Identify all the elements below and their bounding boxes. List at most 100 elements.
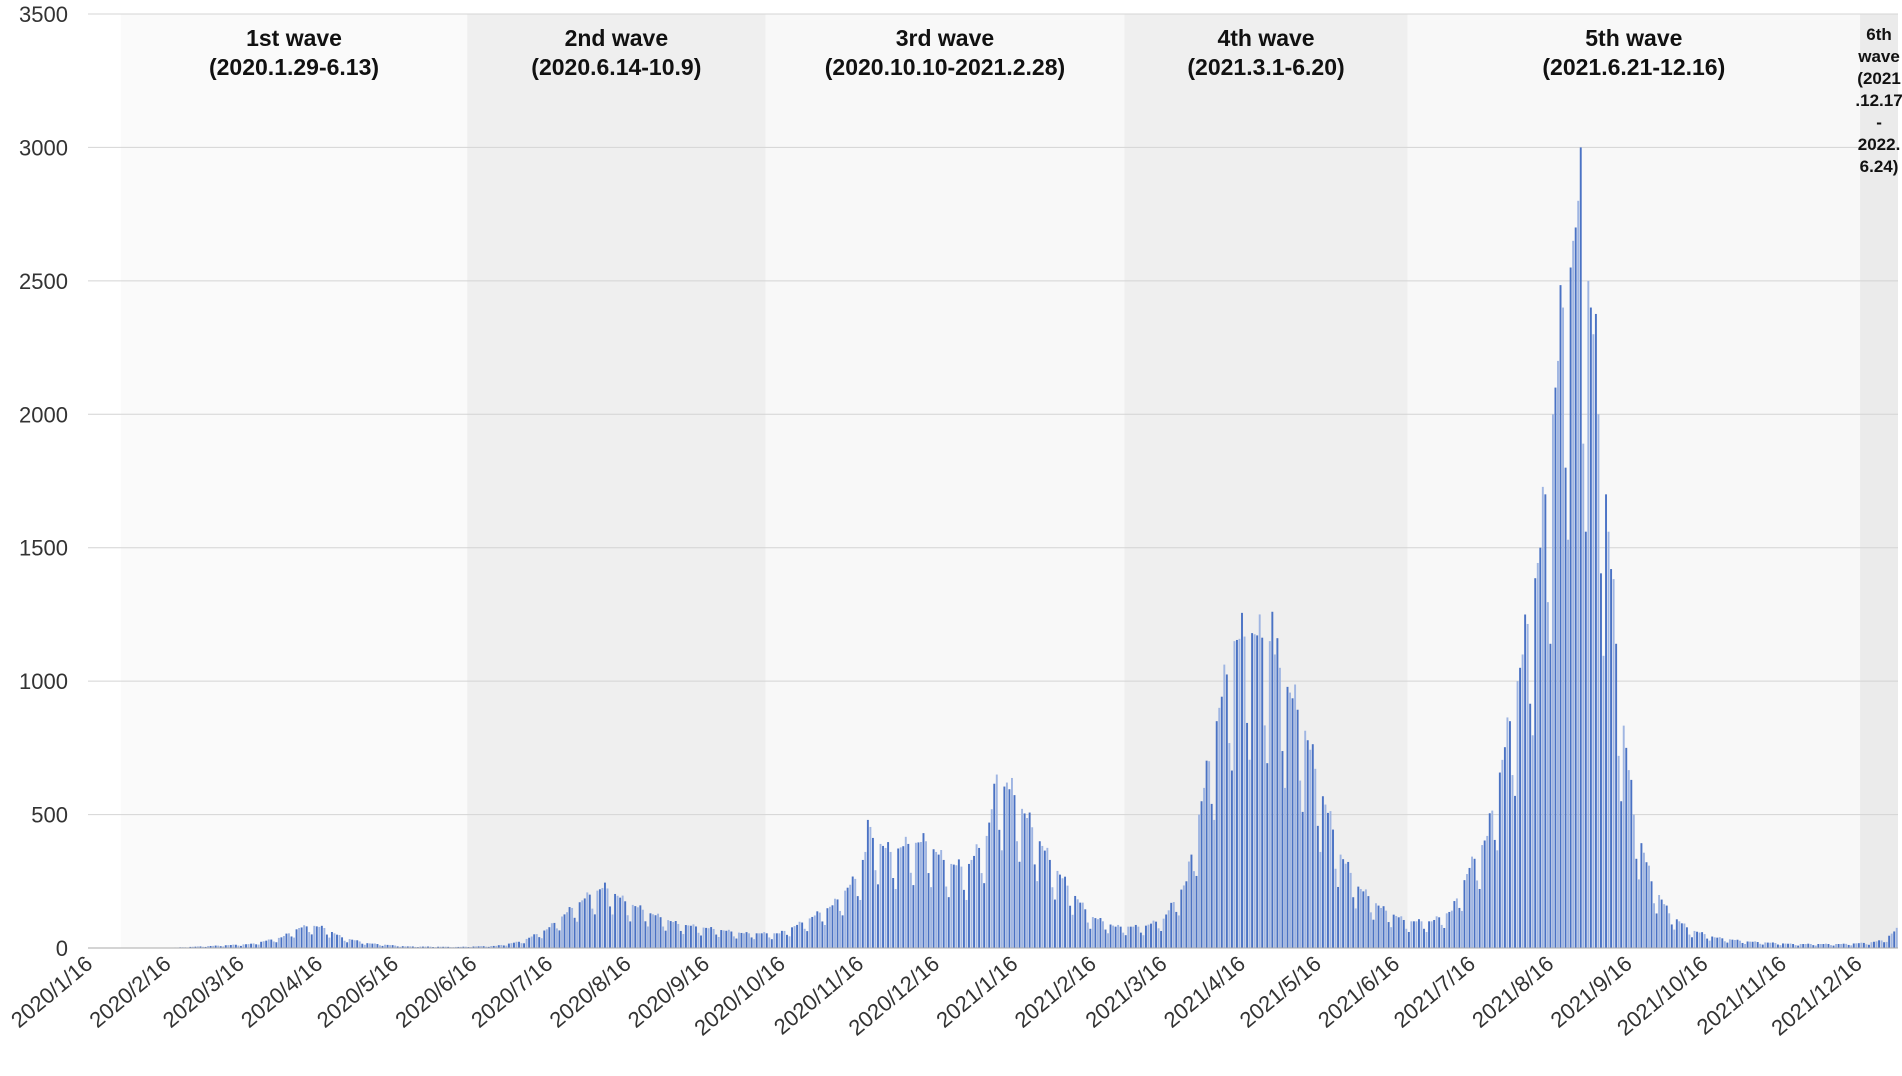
bar (1354, 908, 1357, 948)
bar (1000, 850, 1003, 948)
bar (1364, 889, 1367, 948)
bar (212, 945, 215, 948)
bar (1592, 334, 1595, 949)
bar (424, 946, 427, 948)
bar (1551, 414, 1554, 948)
bar (1455, 898, 1458, 948)
bar (1511, 775, 1514, 948)
bar (1819, 944, 1822, 948)
bar (1238, 638, 1241, 948)
bar (973, 855, 975, 948)
bar (346, 942, 349, 948)
bar (315, 926, 318, 948)
bar (318, 926, 321, 948)
bar (679, 930, 682, 948)
bar (1847, 944, 1850, 948)
bar (1615, 643, 1618, 948)
bar (1685, 927, 1688, 948)
bar (1397, 917, 1400, 948)
bar (1193, 871, 1195, 948)
bar (945, 886, 948, 948)
bar (930, 887, 933, 948)
bar (1385, 910, 1388, 948)
bar (664, 930, 667, 948)
bar (1539, 547, 1542, 948)
bar (1412, 921, 1415, 948)
bar (1648, 865, 1650, 948)
bar (1809, 944, 1812, 948)
bar (507, 943, 510, 948)
bar (1215, 721, 1218, 948)
bar (583, 898, 586, 948)
bar (1635, 858, 1638, 948)
bar (515, 941, 518, 948)
bar (1483, 840, 1486, 948)
bar (965, 899, 968, 948)
bar (821, 921, 824, 948)
bar (674, 921, 677, 948)
bar (586, 892, 589, 948)
bar (293, 937, 295, 948)
bar (548, 927, 551, 948)
bar (356, 940, 359, 948)
bar (1289, 692, 1291, 948)
bar (1359, 888, 1362, 948)
bar (955, 865, 958, 948)
bar (1375, 903, 1377, 948)
bar (1314, 768, 1317, 948)
bar (1885, 941, 1888, 948)
bar (1438, 917, 1441, 948)
bar (1746, 941, 1749, 948)
bar (1873, 941, 1875, 948)
wave-labels: 1st wave (2020.1.29-6.13) 2nd wave (2020.6.… (209, 25, 1902, 176)
bar (1334, 868, 1337, 948)
bar (1278, 667, 1281, 948)
bar (1824, 943, 1827, 948)
bar (464, 946, 467, 948)
bar (1147, 924, 1150, 948)
bar (257, 944, 260, 948)
wave-label-5: 5th wave (1585, 25, 1682, 51)
bar (1888, 935, 1891, 948)
bar (644, 921, 647, 948)
bar (1498, 772, 1501, 948)
bar (1253, 634, 1256, 948)
bar (1524, 614, 1527, 948)
bar (427, 946, 429, 948)
bar (1870, 942, 1873, 948)
bar (1326, 812, 1329, 948)
bar (1673, 929, 1676, 948)
bar (487, 946, 490, 948)
bar (376, 944, 379, 948)
bar (323, 927, 326, 948)
bar (1172, 902, 1175, 948)
bar (1109, 924, 1112, 948)
wave-band-2 (467, 14, 766, 948)
bar (616, 895, 619, 948)
bar (902, 846, 905, 948)
bar (695, 926, 697, 948)
bar (1670, 924, 1673, 948)
bar (998, 829, 1001, 948)
bar (1362, 891, 1365, 948)
bar (692, 924, 695, 948)
bar (1476, 880, 1479, 948)
bar (1152, 920, 1155, 948)
bar (1691, 937, 1693, 948)
bar (786, 934, 788, 948)
bar (1064, 876, 1067, 948)
bar (555, 928, 558, 948)
bar (970, 859, 973, 948)
bar (1177, 915, 1180, 948)
bar (823, 925, 826, 948)
bar (320, 925, 323, 948)
bar (1895, 927, 1898, 948)
wave-range-6-line-1: .12.17 (1855, 91, 1902, 110)
bar (437, 946, 440, 948)
bar (1268, 641, 1271, 948)
bar (1569, 267, 1572, 948)
bar (1301, 811, 1304, 948)
bar (1516, 681, 1519, 948)
bar (1562, 307, 1565, 948)
